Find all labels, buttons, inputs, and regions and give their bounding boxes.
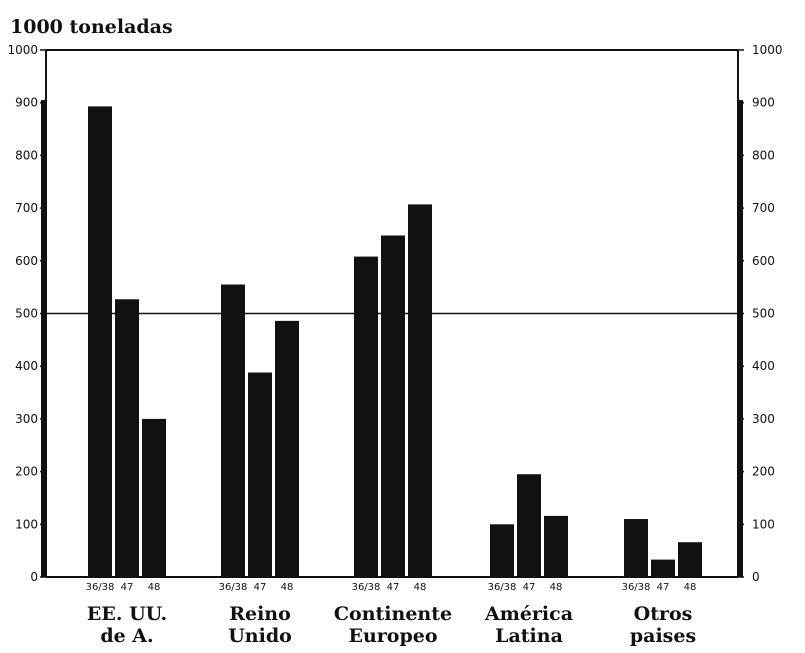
y-tick-label-left: 200 <box>15 465 38 479</box>
period-label: 47 <box>121 582 134 593</box>
y-tick-label-left: 0 <box>30 570 38 584</box>
y-tick-label-left: 500 <box>15 307 38 321</box>
group-label: EE. UU. <box>87 603 167 625</box>
y-tick-label-right: 0 <box>752 570 760 584</box>
y-tick-label-left: 100 <box>15 517 38 531</box>
y-tick-label-left: 600 <box>15 254 38 268</box>
bar-group-1-period-0 <box>221 284 245 577</box>
period-label: 36/38 <box>352 582 381 593</box>
group-label: paises <box>630 625 696 647</box>
group-label: de A. <box>100 625 153 647</box>
y-tick-label-left: 800 <box>15 148 38 162</box>
y-tick-label-right: 700 <box>752 201 775 215</box>
group-label: Europeo <box>348 625 437 647</box>
bar-group-3-period-2 <box>544 515 568 577</box>
y-unit-label: 1000 toneladas <box>10 16 173 38</box>
group-label: Unido <box>228 625 292 647</box>
y-tick-label-right: 400 <box>752 359 775 373</box>
period-label: 47 <box>523 582 536 593</box>
y-tick-label-right: 200 <box>752 465 775 479</box>
period-label: 48 <box>684 582 697 593</box>
bar-group-0-period-1 <box>115 299 139 577</box>
y-tick-label-left: 1000 <box>7 43 38 57</box>
bar-group-1-period-1 <box>248 372 272 577</box>
y-tick-label-left: 400 <box>15 359 38 373</box>
period-label: 48 <box>281 582 294 593</box>
bar-group-0-period-0 <box>88 106 112 577</box>
bar-group-3-period-1 <box>517 474 541 577</box>
period-label: 36/38 <box>622 582 651 593</box>
bar-group-0-period-2 <box>142 418 166 577</box>
period-label: 48 <box>414 582 427 593</box>
group-label: Reino <box>229 603 291 625</box>
period-label: 48 <box>148 582 161 593</box>
bar-group-4-period-1 <box>651 559 675 577</box>
y-tick-label-right: 300 <box>752 412 775 426</box>
period-label: 36/38 <box>488 582 517 593</box>
group-label: Otros <box>634 603 693 625</box>
y-tick-label-left: 900 <box>15 96 38 110</box>
group-label: Continente <box>334 603 452 625</box>
y-tick-label-right: 800 <box>752 148 775 162</box>
bar-group-2-period-0 <box>354 256 378 577</box>
period-label: 36/38 <box>86 582 115 593</box>
y-tick-label-left: 300 <box>15 412 38 426</box>
group-label: América <box>484 603 573 625</box>
bar-group-4-period-2 <box>678 542 702 577</box>
period-label: 47 <box>657 582 670 593</box>
y-tick-label-right: 1000 <box>752 43 783 57</box>
group-label: Latina <box>495 625 563 647</box>
y-tick-label-right: 100 <box>752 517 775 531</box>
y-tick-label-right: 600 <box>752 254 775 268</box>
period-label: 48 <box>550 582 563 593</box>
bar-group-2-period-2 <box>408 204 432 577</box>
y-tick-label-left: 700 <box>15 201 38 215</box>
y-tick-label-right: 900 <box>752 96 775 110</box>
bar-group-1-period-2 <box>275 320 299 577</box>
bar-group-4-period-0 <box>624 519 648 577</box>
period-label: 47 <box>254 582 267 593</box>
bar-group-3-period-0 <box>490 524 514 577</box>
bar-group-2-period-1 <box>381 235 405 577</box>
period-label: 36/38 <box>219 582 248 593</box>
y-tick-label-right: 500 <box>752 307 775 321</box>
period-label: 47 <box>387 582 400 593</box>
